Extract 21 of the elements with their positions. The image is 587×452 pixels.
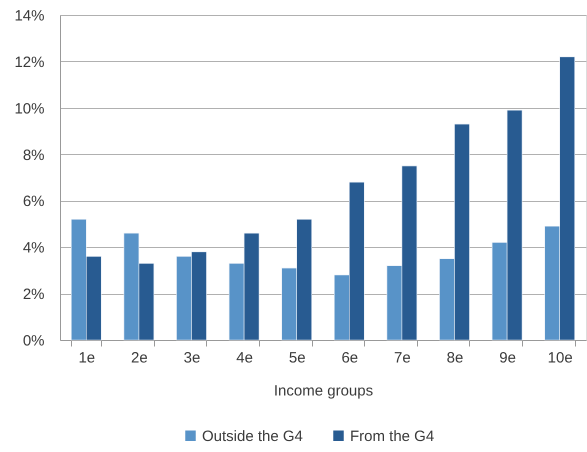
y-tick-label: 4% <box>22 240 44 257</box>
x-tick-label: 4e <box>236 350 253 366</box>
y-tick-label: 12% <box>14 54 44 71</box>
x-tick-label: 9e <box>499 350 516 366</box>
x-tick-label: 8e <box>446 350 464 366</box>
x-tick-label: 5e <box>288 350 306 366</box>
x-axis-title: Income groups <box>274 382 374 400</box>
legend-label: Outside the G4 <box>202 428 303 445</box>
y-tick-label: 10% <box>14 100 44 118</box>
x-tick-label: 6e <box>341 350 358 366</box>
legend-label: From the G4 <box>350 428 434 445</box>
x-tick-label: 2e <box>131 350 148 366</box>
y-tick-label: 6% <box>22 193 44 210</box>
x-tick-label: 1e <box>78 350 96 366</box>
y-tick-label: 2% <box>22 286 44 304</box>
y-tick-label: 0% <box>22 332 44 350</box>
x-tick-label: 7e <box>394 350 411 366</box>
y-tick-label: 14% <box>14 8 44 24</box>
x-tick-label: 3e <box>184 350 200 366</box>
y-tick-label: 8% <box>22 146 44 164</box>
x-tick-label: 10e <box>548 350 573 366</box>
